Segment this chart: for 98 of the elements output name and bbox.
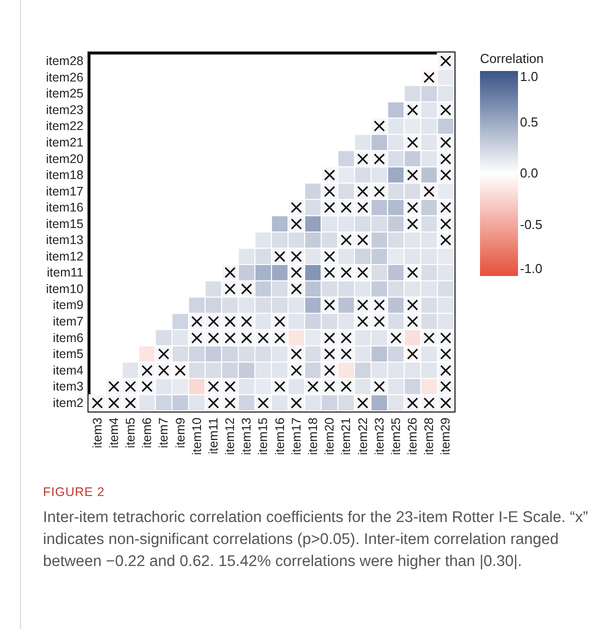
color-bar-label: -0.5 xyxy=(520,216,542,232)
data-label: × xyxy=(288,245,304,268)
x-tick-label: item28 xyxy=(422,417,436,456)
x-tick-label: item4 xyxy=(106,417,121,448)
data-label: × xyxy=(338,196,354,219)
y-tick-label: item23 xyxy=(46,102,84,117)
x-tick-label: item5 xyxy=(123,417,138,448)
y-tick-label: item21 xyxy=(46,136,84,150)
data-label: × xyxy=(354,310,371,332)
data-label: × xyxy=(238,278,255,300)
x-tick-label: item15 xyxy=(256,417,270,456)
x-tick-label: item21 xyxy=(339,417,354,456)
data-label: × xyxy=(305,376,321,398)
data-label: × xyxy=(338,229,354,252)
y-tick-label: item13 xyxy=(46,233,84,248)
x-tick-label: item16 xyxy=(272,417,287,456)
data-label: × xyxy=(89,392,106,414)
data-label: × xyxy=(255,392,272,414)
x-tick-label: item17 xyxy=(289,417,304,456)
data-label: × xyxy=(222,310,238,332)
y-tick-label: item4 xyxy=(52,363,84,378)
y-tick-label: item6 xyxy=(52,330,84,345)
y-tick-label: item5 xyxy=(52,347,84,362)
data-label: × xyxy=(421,180,438,202)
y-tick-label: item17 xyxy=(46,184,84,198)
color-bar-label: 0.5 xyxy=(520,114,538,130)
y-tick-label: item7 xyxy=(52,314,84,328)
y-tick-label: item28 xyxy=(46,54,84,68)
y-tick-label: item26 xyxy=(46,70,84,84)
data-label: × xyxy=(438,98,454,121)
y-tick-label: item11 xyxy=(46,266,84,280)
data-label: × xyxy=(421,66,438,88)
data-label: × xyxy=(354,392,371,414)
y-tick-label: item20 xyxy=(46,152,84,166)
x-tick-label: item26 xyxy=(406,417,420,456)
data-label: × xyxy=(338,262,354,284)
data-label: × xyxy=(322,245,338,268)
data-label: × xyxy=(272,376,288,398)
x-tick-label: item22 xyxy=(356,417,370,456)
y-tick-label: item10 xyxy=(46,282,84,296)
data-label: × xyxy=(238,310,255,332)
data-label: × xyxy=(288,392,304,414)
x-tick-label: item12 xyxy=(223,417,238,456)
x-tick-label: item13 xyxy=(240,417,254,456)
x-tick-label: item9 xyxy=(173,417,188,448)
data-label: × xyxy=(371,148,388,170)
x-tick-label: item6 xyxy=(140,417,154,448)
data-label: × xyxy=(404,343,420,366)
data-label: × xyxy=(172,359,188,382)
x-tick-label: item3 xyxy=(90,417,104,448)
data-label: × xyxy=(388,326,404,349)
data-label: × xyxy=(354,262,371,284)
data-label: × xyxy=(371,310,388,332)
data-label: × xyxy=(438,132,454,154)
color-bar-label: 1.0 xyxy=(520,69,538,84)
y-tick-label: item18 xyxy=(46,168,84,182)
y-tick-label: item15 xyxy=(46,216,84,231)
data-label: × xyxy=(272,310,288,332)
data-label: × xyxy=(371,376,388,398)
data-label: × xyxy=(421,392,438,414)
x-tick-label: item7 xyxy=(156,417,171,448)
data-label: × xyxy=(272,245,288,268)
color-bar-label: -1.0 xyxy=(520,261,542,276)
x-tick-label: item11 xyxy=(206,417,220,454)
data-label: × xyxy=(404,392,420,414)
data-label: × xyxy=(338,376,354,398)
text: Inter-item tetrachoric correlation coefficients for the 23-item Rotter I-E Scale. “x” indicates non-significant correlations (p>0.05). Inter-item correlation ranged between −0.22 and 0.62. 15.42% correlations were higher than |0.30|. xyxy=(43,508,589,572)
data-label: × xyxy=(188,310,205,332)
data-label: × xyxy=(354,229,371,252)
data-label: × xyxy=(404,262,420,284)
x-tick-label: item20 xyxy=(322,417,337,456)
color-bar-label: 0.0 xyxy=(520,166,538,180)
data-label: × xyxy=(404,132,420,154)
x-tick-label: item25 xyxy=(388,417,403,456)
y-tick-label: item16 xyxy=(46,200,84,215)
y-tick-label: item22 xyxy=(46,119,84,134)
data-label: × xyxy=(354,148,371,170)
x-tick-label: item29 xyxy=(438,417,453,456)
y-tick-label: item2 xyxy=(52,396,84,410)
data-label: × xyxy=(322,294,338,316)
data-label: × xyxy=(205,310,222,332)
data-label: × xyxy=(404,310,420,332)
data-label: × xyxy=(371,180,388,202)
data-label: × xyxy=(404,164,420,186)
data-label: × xyxy=(421,326,438,349)
data-label: × xyxy=(255,326,272,349)
legend-title: Correlation xyxy=(480,51,544,66)
x-tick-label: item23 xyxy=(372,417,386,456)
y-tick-label: item9 xyxy=(52,298,84,312)
data-label: × xyxy=(438,50,454,72)
caption: FIGURE 2 xyxy=(43,485,106,499)
data-label: × xyxy=(371,115,388,138)
data-label: × xyxy=(404,98,420,121)
y-tick-label: item3 xyxy=(52,380,84,394)
y-tick-label: item25 xyxy=(46,86,84,101)
y-tick-label: item12 xyxy=(46,249,84,264)
x-tick-label: item18 xyxy=(306,417,320,456)
x-tick-label: item10 xyxy=(190,417,204,456)
